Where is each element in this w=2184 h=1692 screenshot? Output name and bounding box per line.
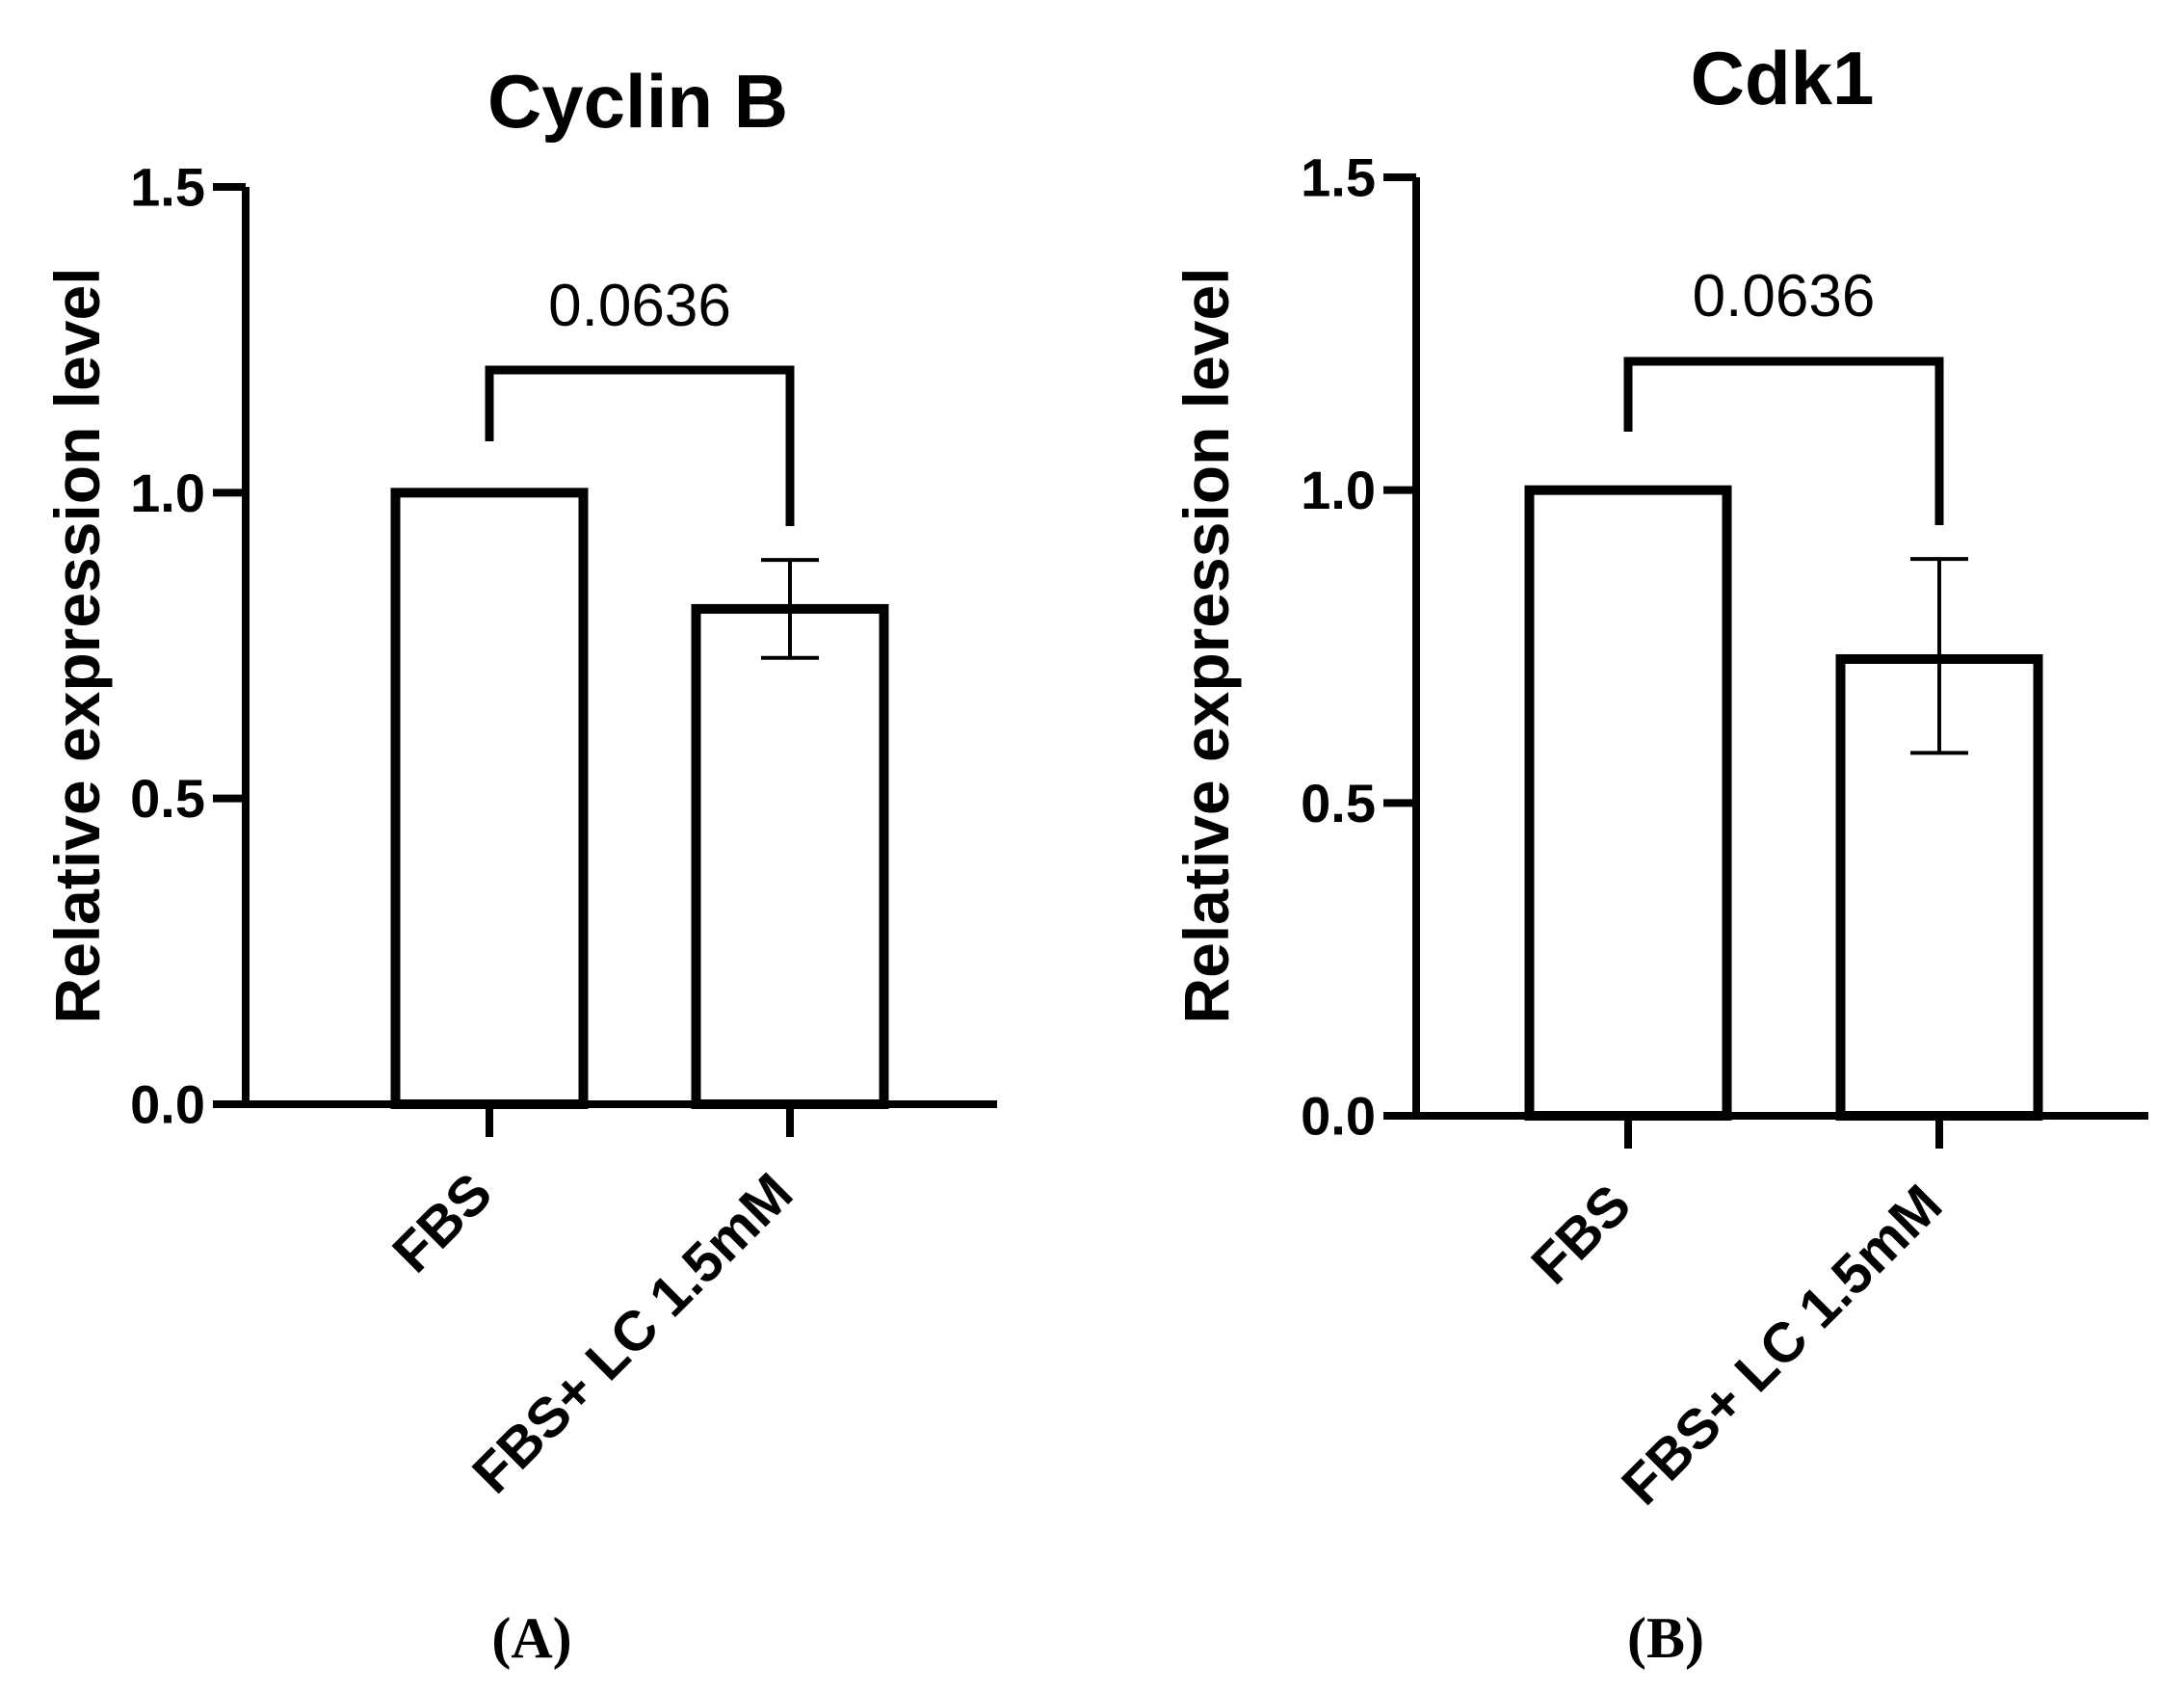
y-tick-label: 0.5 xyxy=(1301,773,1376,833)
chart-panel-cyclin-b: Cyclin B Relative expression level (A) 0… xyxy=(41,59,997,1670)
x-tick-label: FBS+ LC 1.5mM xyxy=(460,1161,804,1505)
bar xyxy=(691,603,889,1109)
panel-label: (A) xyxy=(491,1606,571,1670)
significance-bracket xyxy=(1623,357,1944,525)
x-tick-label: FBS xyxy=(1519,1173,1643,1296)
y-tick-label: 0.5 xyxy=(130,768,205,829)
y-tick-label: 1.5 xyxy=(1301,147,1376,208)
significance-bracket xyxy=(485,365,795,526)
chart-title: Cyclin B xyxy=(487,59,788,144)
y-tick-label: 1.5 xyxy=(130,157,205,218)
significance-label: 0.0636 xyxy=(1693,263,1876,330)
significance-label: 0.0636 xyxy=(548,273,731,339)
y-tick-label: 1.0 xyxy=(1301,460,1376,520)
chart-panel-cdk1: Cdk1 Relative expression level (B) 0.063… xyxy=(1171,36,2148,1670)
panel-label: (B) xyxy=(1627,1606,1704,1670)
x-tick-label: FBS+ LC 1.5mM xyxy=(1610,1173,1954,1517)
bar xyxy=(1524,485,1732,1121)
y-tick-label: 0.0 xyxy=(130,1074,205,1135)
y-tick-label: 0.0 xyxy=(1301,1086,1376,1147)
chart-title: Cdk1 xyxy=(1691,36,1875,120)
y-axis-label: Relative expression level xyxy=(41,267,113,1023)
bar xyxy=(390,488,589,1110)
y-tick-label: 1.0 xyxy=(130,463,205,523)
y-axis-label: Relative expression level xyxy=(1171,267,1242,1023)
x-tick-label: FBS xyxy=(381,1161,504,1284)
